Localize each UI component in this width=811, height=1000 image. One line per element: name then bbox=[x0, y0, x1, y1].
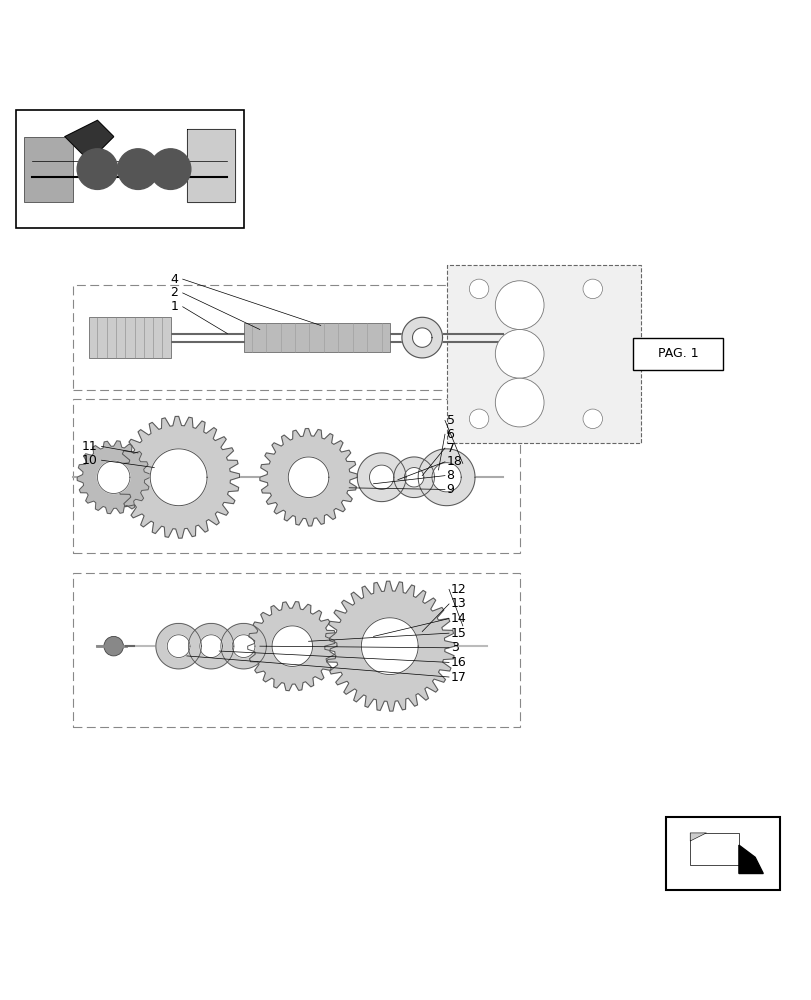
Text: 12: 12 bbox=[450, 583, 466, 596]
Circle shape bbox=[77, 149, 118, 189]
Polygon shape bbox=[401, 317, 442, 358]
Polygon shape bbox=[260, 429, 357, 526]
Polygon shape bbox=[188, 623, 234, 669]
Text: 11: 11 bbox=[81, 440, 97, 453]
Polygon shape bbox=[200, 635, 222, 658]
Bar bbox=[24, 137, 73, 202]
Polygon shape bbox=[418, 449, 474, 506]
Polygon shape bbox=[412, 328, 431, 347]
Polygon shape bbox=[232, 635, 255, 658]
Text: 2: 2 bbox=[170, 286, 178, 299]
Text: 14: 14 bbox=[450, 612, 466, 625]
Circle shape bbox=[469, 279, 488, 299]
Circle shape bbox=[582, 279, 602, 299]
Text: 13: 13 bbox=[450, 597, 466, 610]
Polygon shape bbox=[167, 635, 190, 658]
Polygon shape bbox=[431, 463, 461, 492]
Polygon shape bbox=[247, 602, 337, 691]
Polygon shape bbox=[187, 129, 235, 202]
Circle shape bbox=[495, 281, 543, 329]
Text: PAG. 1: PAG. 1 bbox=[657, 347, 697, 360]
Text: 1: 1 bbox=[170, 300, 178, 313]
Bar bbox=[16, 110, 243, 228]
Polygon shape bbox=[369, 465, 393, 489]
Bar bbox=[243, 323, 389, 352]
Polygon shape bbox=[393, 457, 434, 498]
Text: 18: 18 bbox=[446, 455, 462, 468]
Circle shape bbox=[469, 409, 488, 429]
Circle shape bbox=[104, 636, 123, 656]
Bar bbox=[665, 817, 779, 890]
Polygon shape bbox=[404, 468, 423, 487]
Circle shape bbox=[150, 149, 191, 189]
Polygon shape bbox=[65, 120, 114, 161]
Text: 4: 4 bbox=[170, 273, 178, 286]
Polygon shape bbox=[77, 441, 150, 514]
Polygon shape bbox=[156, 623, 201, 669]
Bar bbox=[89, 317, 170, 358]
Text: 9: 9 bbox=[446, 483, 454, 496]
Polygon shape bbox=[324, 581, 454, 711]
Polygon shape bbox=[97, 461, 130, 494]
Polygon shape bbox=[221, 623, 266, 669]
Polygon shape bbox=[118, 416, 239, 538]
Text: 3: 3 bbox=[450, 641, 458, 654]
Text: 6: 6 bbox=[446, 428, 454, 441]
Bar bbox=[73, 398, 519, 553]
Bar bbox=[73, 573, 519, 727]
Polygon shape bbox=[150, 449, 207, 506]
Polygon shape bbox=[738, 845, 762, 874]
Polygon shape bbox=[272, 626, 312, 666]
Text: 10: 10 bbox=[81, 454, 97, 467]
Polygon shape bbox=[288, 457, 328, 498]
Bar bbox=[73, 285, 519, 390]
Circle shape bbox=[495, 329, 543, 378]
Circle shape bbox=[118, 149, 158, 189]
Text: 16: 16 bbox=[450, 656, 466, 669]
Polygon shape bbox=[361, 618, 418, 675]
Text: 8: 8 bbox=[446, 469, 454, 482]
Text: 7: 7 bbox=[446, 442, 454, 455]
Text: 17: 17 bbox=[450, 671, 466, 684]
Polygon shape bbox=[357, 453, 406, 502]
Polygon shape bbox=[689, 833, 706, 841]
Text: 5: 5 bbox=[446, 414, 454, 427]
Circle shape bbox=[495, 378, 543, 427]
Text: 15: 15 bbox=[450, 627, 466, 640]
Polygon shape bbox=[689, 833, 738, 865]
Bar bbox=[633, 338, 722, 370]
Bar bbox=[446, 265, 641, 443]
Circle shape bbox=[582, 409, 602, 429]
